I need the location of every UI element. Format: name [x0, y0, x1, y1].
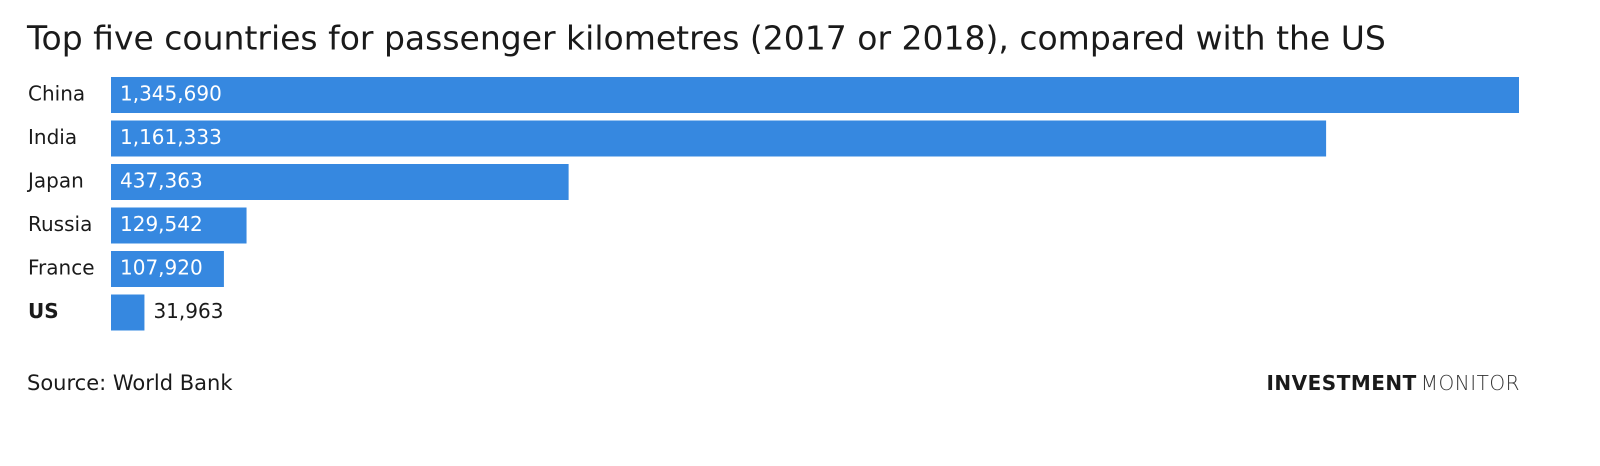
value-label: 1,161,333 — [120, 125, 222, 149]
category-label: India — [28, 125, 77, 149]
value-label: 31,963 — [153, 299, 223, 323]
brand-bold: INVESTMENT — [1266, 371, 1416, 395]
bar — [111, 120, 1327, 157]
category-label: China — [28, 82, 85, 106]
bar — [111, 294, 145, 331]
value-label: 437,363 — [120, 169, 203, 193]
category-label: Russia — [28, 212, 92, 236]
category-label: France — [28, 256, 95, 280]
category-label: Japan — [26, 169, 84, 193]
bar — [111, 207, 247, 244]
source: Source: World Bank — [27, 371, 233, 395]
bar — [111, 164, 569, 200]
category-label: US — [28, 299, 59, 323]
brand: INVESTMENT MONITOR — [1266, 371, 1520, 395]
chart-title: Top five countries for passenger kilomet… — [26, 19, 1386, 58]
bar — [111, 77, 1519, 113]
value-label: 129,542 — [120, 212, 203, 236]
value-label: 1,345,690 — [120, 82, 222, 106]
brand-light: MONITOR — [1421, 371, 1520, 395]
value-label: 107,920 — [120, 256, 203, 280]
bar — [111, 251, 224, 287]
